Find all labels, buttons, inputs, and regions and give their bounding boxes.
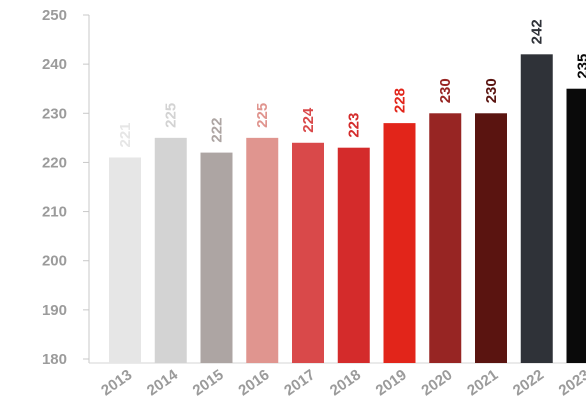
value-label-2019: 228 bbox=[392, 88, 409, 113]
x-axis: 2013 2014 2015 2016 2017 2018 2019 2020 2021 2022… bbox=[98, 366, 586, 399]
value-label-2018: 223 bbox=[346, 113, 363, 138]
x-tick-label-2016: 2016 bbox=[235, 366, 272, 399]
value-label-2017: 224 bbox=[300, 107, 317, 133]
y-tick-label: 250 bbox=[42, 7, 67, 24]
x-tick-label-2020: 2020 bbox=[418, 366, 455, 399]
x-tick-label-2013: 2013 bbox=[98, 366, 135, 399]
y-tick-label: 220 bbox=[42, 154, 67, 171]
value-label-2022: 242 bbox=[529, 19, 546, 44]
y-tick-label: 210 bbox=[42, 204, 67, 221]
x-tick-label-2018: 2018 bbox=[327, 366, 364, 399]
bar-2017 bbox=[292, 142, 324, 363]
x-tick-label-2015: 2015 bbox=[190, 366, 227, 399]
value-label-2015: 222 bbox=[209, 118, 226, 143]
x-tick-label-2019: 2019 bbox=[373, 366, 410, 399]
bars bbox=[109, 54, 586, 364]
bar-2015 bbox=[200, 152, 233, 363]
y-tick-label: 200 bbox=[42, 253, 67, 270]
bar-2023 bbox=[566, 88, 586, 363]
x-tick-label-2023: 2023 bbox=[556, 366, 586, 399]
bar-2019 bbox=[383, 123, 416, 363]
y-tick-label: 180 bbox=[42, 351, 67, 368]
bar-2018 bbox=[337, 147, 370, 363]
bar-2016 bbox=[246, 137, 279, 363]
x-tick-label-2014: 2014 bbox=[144, 366, 182, 399]
value-label-2023: 235 bbox=[575, 54, 586, 79]
bar-2020 bbox=[429, 113, 462, 364]
value-label-2020: 230 bbox=[437, 78, 454, 103]
y-tick-label: 230 bbox=[42, 105, 67, 122]
y-tick-label: 190 bbox=[42, 302, 67, 319]
x-tick-label-2022: 2022 bbox=[510, 366, 547, 399]
value-label-2013: 221 bbox=[117, 122, 134, 147]
bar-2021 bbox=[475, 113, 507, 364]
value-label-2016: 225 bbox=[254, 103, 271, 128]
bar-2022 bbox=[520, 54, 553, 364]
x-tick-label-2021: 2021 bbox=[464, 366, 501, 399]
x-tick-label-2017: 2017 bbox=[281, 366, 318, 399]
value-label-2021: 230 bbox=[483, 78, 500, 103]
bar-2014 bbox=[154, 137, 187, 363]
value-label-2014: 225 bbox=[163, 103, 180, 128]
value-labels: 221 225 222 225 224 223 228 230 230 242 235 bbox=[117, 19, 586, 147]
y-tick-label: 240 bbox=[42, 56, 67, 73]
bar-2013 bbox=[109, 157, 141, 363]
